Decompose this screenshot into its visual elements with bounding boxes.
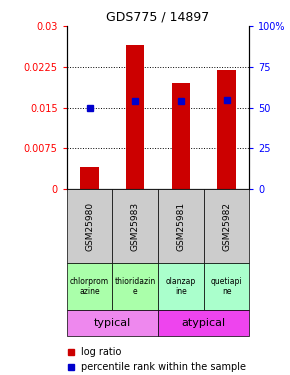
Text: agent: agent — [0, 374, 1, 375]
Text: typical: typical — [94, 318, 131, 328]
Text: thioridazin
e: thioridazin e — [115, 277, 156, 296]
Text: quetiapi
ne: quetiapi ne — [211, 277, 242, 296]
Bar — [158, 189, 204, 263]
Bar — [80, 167, 99, 189]
Bar — [67, 189, 113, 263]
Bar — [172, 83, 190, 189]
Text: log ratio: log ratio — [81, 346, 122, 357]
Text: GSM25981: GSM25981 — [176, 202, 185, 251]
Bar — [204, 189, 249, 263]
Bar — [218, 70, 236, 189]
Bar — [126, 45, 144, 189]
Text: percentile rank within the sample: percentile rank within the sample — [81, 362, 246, 372]
Title: GDS775 / 14897: GDS775 / 14897 — [106, 11, 210, 24]
Bar — [158, 310, 249, 336]
Bar — [113, 263, 158, 310]
Text: atypical: atypical — [182, 318, 226, 328]
Text: other: other — [0, 374, 1, 375]
Text: chlorprom
azine: chlorprom azine — [70, 277, 109, 296]
Bar — [67, 310, 158, 336]
Bar — [113, 189, 158, 263]
Text: GSM25982: GSM25982 — [222, 202, 231, 251]
Bar — [204, 263, 249, 310]
Text: olanzap
ine: olanzap ine — [166, 277, 196, 296]
Bar — [158, 263, 204, 310]
Text: GSM25983: GSM25983 — [131, 202, 140, 251]
Text: GSM25980: GSM25980 — [85, 202, 94, 251]
Bar — [67, 263, 113, 310]
